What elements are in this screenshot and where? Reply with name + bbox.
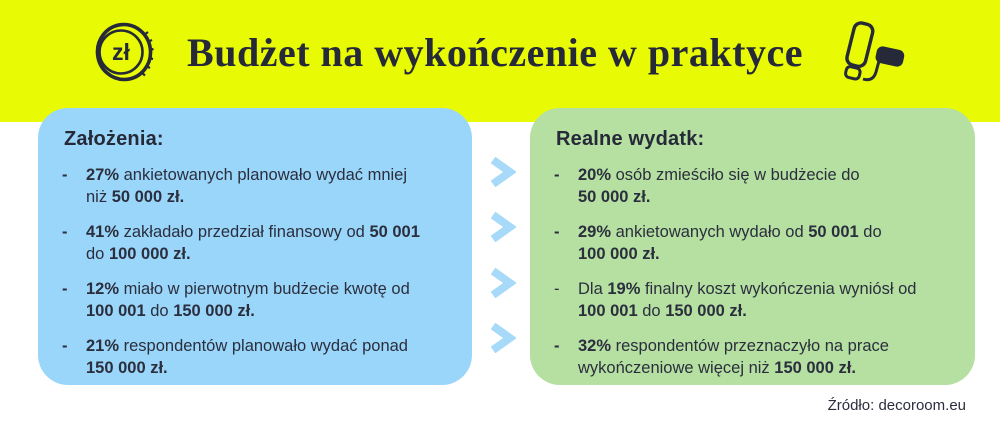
bullet-list: - 27% ankietowanych planowało wydać mnie… [62, 165, 454, 379]
panel-heading: Założenia: [64, 128, 164, 150]
list-item: - 41% zakładało przedział finansowy od 5… [62, 222, 454, 265]
bullet-text: 41% zakładało przedział finansowy od 50 … [86, 223, 420, 263]
bullet-dash: - [554, 223, 560, 241]
list-item: - 12% miało w pierwotnym budżecie kwotę … [62, 279, 454, 322]
bullet-dash: - [62, 337, 68, 355]
chevron-right-icon [490, 323, 516, 353]
panel-real-expenses: Realne wydatk: - 20% osób zmieściło się … [530, 108, 975, 385]
bullet-text: 20% osób zmieściło się w budżecie do 50 0… [578, 166, 860, 206]
panel-heading: Realne wydatk: [556, 128, 705, 150]
bullet-text: 21% respondentów planowało wydać ponad 15… [86, 337, 408, 377]
bullet-text: 12% miało w pierwotnym budżecie kwotę od… [86, 280, 410, 320]
bullet-text: Dla 19% finalny koszt wykończenia wyniós… [578, 280, 917, 320]
list-item: - Dla 19% finalny koszt wykończenia wyni… [554, 279, 957, 322]
bullet-list: - 20% osób zmieściło się w budżecie do 50… [554, 165, 957, 379]
list-item: - 32% respondentów przeznaczyło na prace… [554, 336, 957, 379]
svg-text:zł: zł [112, 39, 131, 65]
bullet-dash: - [554, 280, 560, 298]
panel-assumptions: Założenia: - 27% ankietowanych planowało… [38, 108, 472, 385]
bullet-text: 29% ankietowanych wydało od 50 001 do 100… [578, 223, 882, 263]
bullet-text: 32% respondentów przeznaczyło na prace wy… [578, 337, 889, 377]
chevron-right-icon [490, 212, 516, 242]
list-item: - 21% respondentów planowało wydać ponad… [62, 336, 454, 379]
chevron-right-icon [490, 157, 516, 187]
header-band [0, 0, 1000, 122]
zl-coin-icon: zł [93, 19, 161, 85]
list-item: - 29% ankietowanych wydało od 50 001 do 1… [554, 222, 957, 265]
bullet-dash: - [554, 337, 560, 355]
bullet-dash: - [62, 166, 68, 184]
header: zł Budżet na wykończenie w praktyce [0, 0, 1000, 104]
bullet-text: 27% ankietowanych planowało wydać mniej n… [86, 166, 408, 206]
source-credit: Źródło: decoroom.eu [827, 397, 966, 414]
page-title: Budżet na wykończenie w praktyce [187, 29, 803, 75]
paint-roller-icon [829, 20, 907, 84]
list-item: - 27% ankietowanych planowało wydać mnie… [62, 165, 454, 208]
chevron-right-icon [490, 268, 516, 298]
bullet-dash: - [62, 280, 68, 298]
list-item: - 20% osób zmieściło się w budżecie do 50… [554, 165, 957, 208]
bullet-dash: - [554, 166, 560, 184]
bullet-dash: - [62, 223, 68, 241]
